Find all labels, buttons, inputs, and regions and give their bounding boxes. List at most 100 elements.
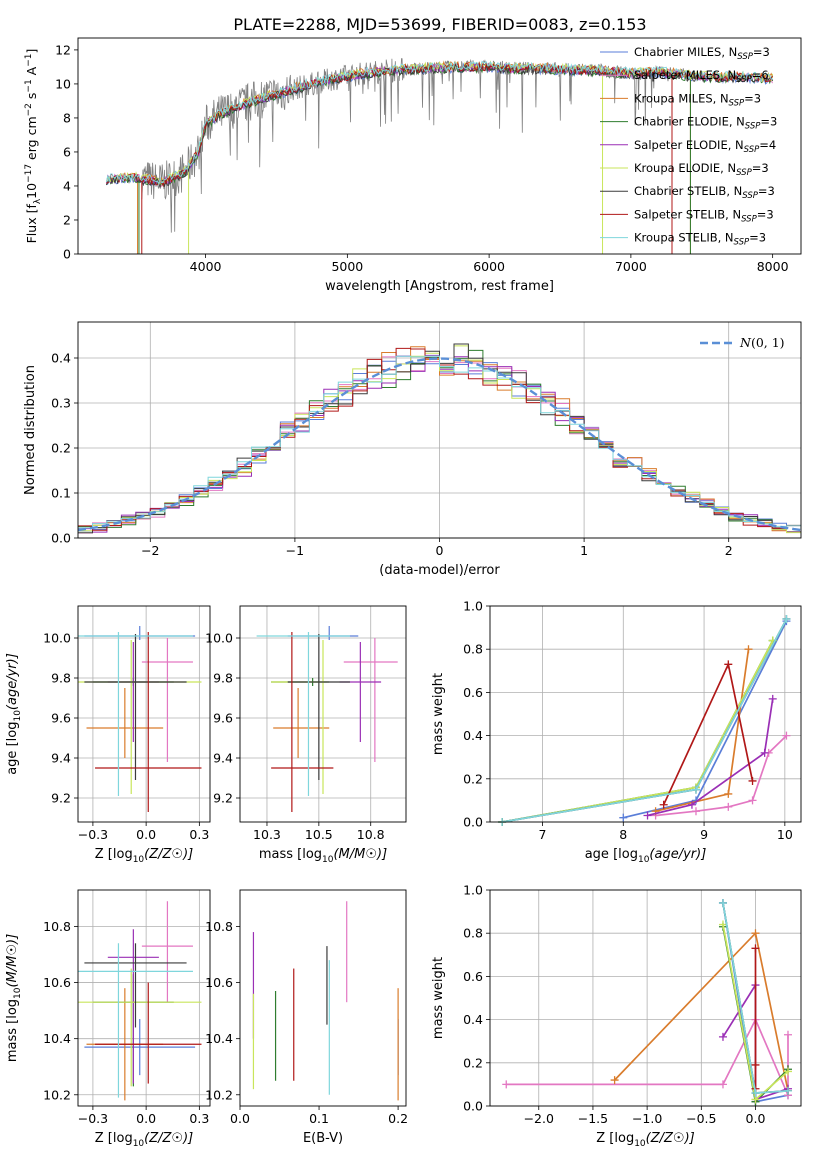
x-tick-label: 0.0: [746, 1111, 766, 1126]
y-label-part: ]: [24, 49, 39, 54]
y-label-part: 10: [24, 183, 39, 199]
weight-marker-salpeter-stelib: [751, 1060, 760, 1069]
y-tick-label: 9.6: [51, 711, 71, 726]
legend-label-sub: SSP: [736, 168, 752, 178]
weight-marker-salpeter-miles: [748, 796, 757, 805]
legend-label-tail: =3: [749, 231, 766, 245]
x-axis-label: Z [log10(Z/Z☉)]: [95, 1131, 193, 1149]
x-tick-label: −1: [286, 543, 304, 558]
x-tick-label: 0.3: [189, 827, 209, 842]
x-tick-label: −0.5: [686, 1111, 716, 1126]
y-label-part: Flux [f: [24, 204, 39, 244]
y-tick-label: 10.4: [43, 1031, 71, 1046]
y-tick-label: 0.0: [463, 1099, 483, 1114]
weight-marker-salpeter-elodie: [643, 811, 652, 820]
x-axis-label: age [log10(age/yr)]: [585, 847, 707, 865]
x-tick-label: 6000: [473, 259, 505, 274]
weight-marker-salpeter-miles: [724, 802, 733, 811]
weight-marker-kroupa-miles: [724, 789, 733, 798]
x-tick-label: −2: [141, 543, 159, 558]
z-mass-panel: −0.3 0.0 0.310.210.410.610.8Z [log10(Z/Z☉)…: [5, 889, 211, 1149]
x-tick-label: 8: [619, 827, 627, 842]
x-tick-label: −0.3: [78, 827, 108, 842]
x-axis-label: wavelength [Angstrom, rest frame]: [325, 279, 554, 294]
y-tick-label: 0.8: [463, 642, 483, 657]
y-label-sup: −1: [24, 79, 34, 92]
axis-label-part: (age/yr)]: [649, 847, 706, 862]
y-tick-label: 10.6: [205, 975, 233, 990]
legend-label-sub: SSP: [737, 52, 753, 62]
x-tick-label: 9: [700, 827, 708, 842]
mass-age-panel: 10.3 10.5 10.8 9.2 9.4 9.6 9.8 10.0 mass [log10(…: [205, 605, 407, 865]
legend-label-tail: =6: [752, 68, 769, 82]
observed-spectrum-line: [141, 58, 688, 233]
axis-label-part: (M/M☉)]: [333, 847, 387, 862]
y-label-sup: −17: [24, 164, 34, 183]
z-age-panel: −0.3 0.0 0.39.29.49.69.810.0Z [log10(Z/Z☉)…: [5, 605, 211, 865]
x-tick-label: 0.2: [388, 1111, 408, 1126]
z-weight-panel: −2.0 −1.5 −1.0 −0.5 0.0 0.0 0.2 0.4 0.6 0.8 1.0 Z […: [431, 883, 802, 1149]
x-tick-label: −2.0: [524, 1111, 554, 1126]
x-tick-label: 2: [725, 543, 733, 558]
y-tick-label: 0.2: [463, 1055, 483, 1070]
axis-label-part: mass [log: [259, 847, 322, 862]
weight-marker-kroupa-miles: [744, 645, 753, 654]
weight-marker-salpeter-elodie: [760, 748, 769, 757]
y-tick-label: 0.6: [463, 685, 483, 700]
y-label-part: s: [24, 93, 39, 104]
y-tick-label: 0.4: [463, 728, 483, 743]
axes-frame: [239, 605, 407, 823]
legend-label-args: (0, 1): [751, 335, 785, 350]
weight-marker-kroupa-elodie: [783, 1067, 792, 1076]
x-tick-label: 0.0: [136, 827, 156, 842]
y-axis-label: age [log10(age/yr)]: [5, 653, 23, 775]
weight-marker-salpeter-stelib: [659, 800, 668, 809]
legend-label-tail: =3: [744, 91, 761, 105]
weight-marker-salpeter-miles: [718, 1080, 727, 1089]
x-axis-label: (data-model)/error: [379, 563, 500, 578]
y-tick-label: 0.0: [463, 815, 483, 830]
x-tick-label: 7: [539, 827, 547, 842]
legend-label-tail: =3: [753, 45, 770, 59]
weight-marker-kroupa-stelib: [691, 785, 700, 794]
axis-label-part: (M/M☉)]: [5, 934, 20, 988]
legend-label-text: Kroupa MILES, N: [634, 91, 729, 105]
weight-marker-kroupa-stelib: [718, 898, 727, 907]
axes-frame: [239, 889, 407, 1107]
y-label-part: A: [24, 66, 39, 79]
y-tick-label: 8: [63, 110, 71, 125]
axes-frame: [489, 605, 802, 823]
legend-label-salpeter-elodie: Salpeter ELODIE, NSSP=4: [634, 138, 776, 155]
x-tick-label: 0.0: [230, 1111, 250, 1126]
x-axis-label: mass [log10(M/M☉)]: [259, 847, 387, 865]
y-tick-label: 0.4: [51, 351, 71, 366]
weight-marker-salpeter-elodie: [687, 800, 696, 809]
residuals-panel: −2 −1 0 1 2 0.0 0.1 0.2 0.3 0.4 (data-model)/error…: [23, 321, 802, 578]
legend-label-sub: SSP: [736, 75, 752, 85]
weight-marker-salpeter-miles: [782, 731, 791, 740]
y-tick-label: 0.2: [51, 441, 71, 456]
legend-label-text: Kroupa STELIB, N: [634, 231, 734, 245]
legend-label-chabrier-stelib: Chabrier STELIB, NSSP=3: [634, 184, 775, 201]
y-tick-label: 0.2: [463, 771, 483, 786]
x-tick-label: 1: [580, 543, 588, 558]
legend-label-sub: SSP: [742, 191, 758, 201]
weight-marker-salpeter-stelib: [751, 944, 760, 953]
weight-marker-kroupa-elodie: [718, 920, 727, 929]
legend-label-chabrier-miles: Chabrier MILES, NSSP=3: [634, 45, 770, 62]
weight-line-chabrier-miles: [623, 620, 788, 819]
x-tick-label: 7000: [615, 259, 647, 274]
x-tick-label: −1.0: [632, 1111, 662, 1126]
axes-frame: [77, 37, 802, 255]
y-tick-label: 0.8: [463, 926, 483, 941]
axis-label-sub: 10: [133, 855, 145, 865]
y-tick-label: 0.0: [51, 531, 71, 546]
x-axis-label: Z [log10(Z/Z☉)]: [596, 1131, 694, 1149]
axis-label-part: (Z/Z☉)]: [144, 1131, 193, 1146]
axis-label-sub: 10: [322, 855, 334, 865]
x-axis-label: Z [log10(Z/Z☉)]: [95, 847, 193, 865]
legend-label-sub: SSP: [745, 122, 761, 132]
